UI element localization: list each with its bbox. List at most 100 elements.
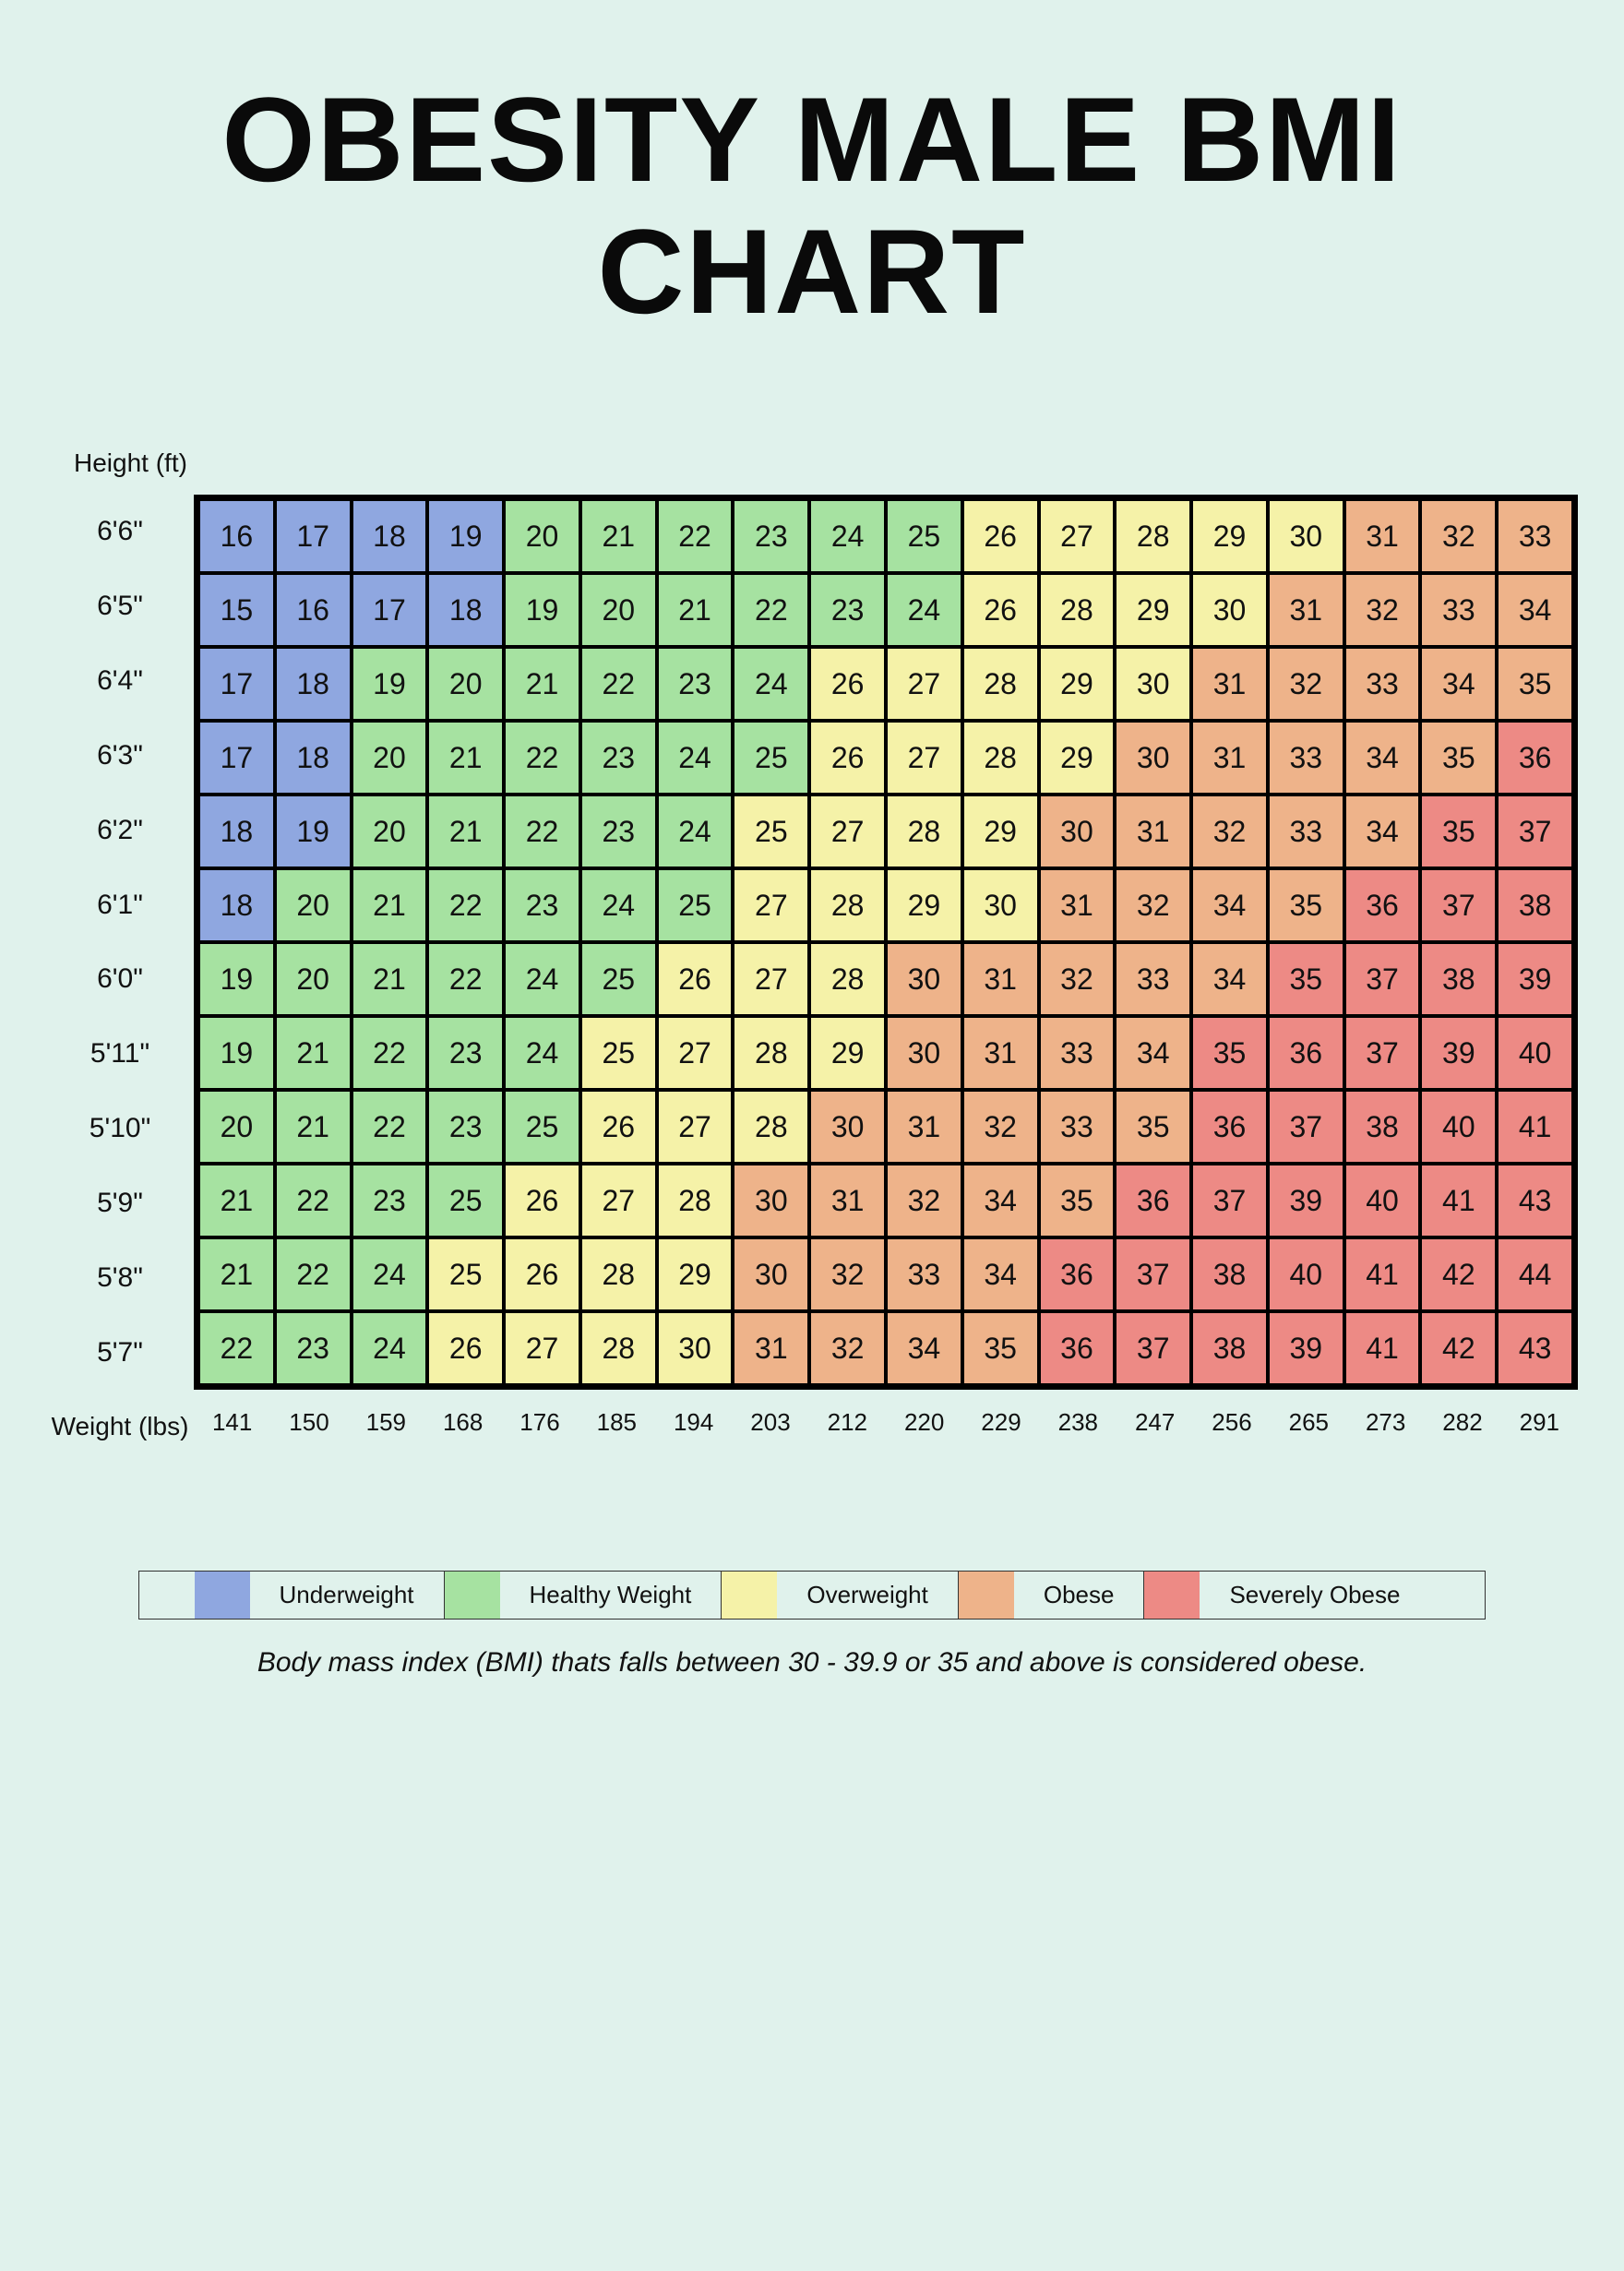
bmi-cell: 28 (962, 647, 1039, 721)
legend-label: Obese (1014, 1572, 1144, 1619)
bmi-cell: 37 (1191, 1164, 1268, 1237)
weight-label: 238 (1040, 1408, 1116, 1441)
bmi-cell: 32 (1420, 499, 1497, 573)
bmi-cell: 24 (504, 942, 580, 1016)
bmi-cell: 22 (580, 647, 657, 721)
height-label: 5'8" (46, 1240, 194, 1315)
weight-label: 256 (1193, 1408, 1270, 1441)
bmi-cell: 35 (1420, 721, 1497, 795)
bmi-cell: 22 (504, 721, 580, 795)
bmi-cell: 29 (1039, 647, 1116, 721)
bmi-cell: 40 (1268, 1237, 1344, 1311)
bmi-cell: 32 (1115, 868, 1191, 942)
bmi-cell: 24 (657, 795, 734, 868)
bmi-cell: 25 (886, 499, 962, 573)
bmi-cell: 40 (1497, 1016, 1573, 1090)
bmi-cell: 32 (1039, 942, 1116, 1016)
height-label: 5'7" (46, 1315, 194, 1390)
bmi-cell: 33 (1039, 1016, 1116, 1090)
bmi-cell: 24 (657, 721, 734, 795)
bmi-cell: 25 (504, 1090, 580, 1164)
bmi-cell: 21 (504, 647, 580, 721)
bmi-cell: 34 (1497, 573, 1573, 647)
bmi-cell: 31 (1191, 721, 1268, 795)
bmi-cell: 28 (580, 1311, 657, 1385)
bmi-cell: 27 (886, 721, 962, 795)
bmi-cell: 26 (809, 721, 886, 795)
bmi-cell: 39 (1268, 1311, 1344, 1385)
legend-swatch (959, 1572, 1014, 1619)
legend-item: Overweight (722, 1572, 959, 1619)
bmi-cell: 36 (1344, 868, 1421, 942)
bmi-cell: 33 (1268, 721, 1344, 795)
bmi-cell: 23 (427, 1016, 504, 1090)
bmi-cell: 37 (1115, 1311, 1191, 1385)
bmi-cell: 32 (809, 1237, 886, 1311)
bmi-cell: 30 (733, 1237, 809, 1311)
bmi-cell: 30 (886, 1016, 962, 1090)
bmi-cell: 30 (1268, 499, 1344, 573)
bmi-cell: 22 (427, 942, 504, 1016)
bmi-cell: 22 (352, 1090, 428, 1164)
grid-wrap: 1617181920212223242526272829303132331516… (194, 495, 1578, 1390)
bmi-cell: 27 (1039, 499, 1116, 573)
bmi-cell: 26 (580, 1090, 657, 1164)
bmi-cell: 35 (1497, 647, 1573, 721)
bmi-cell: 41 (1497, 1090, 1573, 1164)
bmi-cell: 22 (427, 868, 504, 942)
bmi-cell: 36 (1268, 1016, 1344, 1090)
legend: UnderweightHealthy WeightOverweightObese… (138, 1571, 1486, 1620)
bmi-cell: 34 (1191, 868, 1268, 942)
bmi-cell: 41 (1420, 1164, 1497, 1237)
bmi-cell: 35 (962, 1311, 1039, 1385)
bmi-cell: 18 (198, 868, 275, 942)
bmi-cell: 27 (809, 795, 886, 868)
bmi-cell: 31 (1191, 647, 1268, 721)
bmi-cell: 34 (1420, 647, 1497, 721)
bmi-cell: 35 (1115, 1090, 1191, 1164)
bmi-cell: 31 (962, 942, 1039, 1016)
bmi-cell: 27 (733, 868, 809, 942)
bmi-cell: 19 (198, 1016, 275, 1090)
bmi-cell: 20 (580, 573, 657, 647)
bmi-cell: 37 (1344, 1016, 1421, 1090)
bmi-cell: 28 (580, 1237, 657, 1311)
bmi-cell: 26 (504, 1164, 580, 1237)
bmi-cell: 26 (657, 942, 734, 1016)
legend-item: Obese (959, 1572, 1145, 1619)
height-label: 6'5" (46, 569, 194, 644)
bmi-cell: 29 (1039, 721, 1116, 795)
bmi-cell: 33 (1497, 499, 1573, 573)
bmi-cell: 24 (504, 1016, 580, 1090)
bmi-cell: 25 (657, 868, 734, 942)
bmi-cell: 17 (198, 647, 275, 721)
bmi-cell: 16 (275, 573, 352, 647)
bmi-cell: 32 (809, 1311, 886, 1385)
bmi-cell: 24 (580, 868, 657, 942)
bmi-cell: 35 (1039, 1164, 1116, 1237)
page-title: OBESITY MALE BMI CHART (46, 74, 1578, 338)
bmi-cell: 17 (198, 721, 275, 795)
bmi-cell: 34 (1115, 1016, 1191, 1090)
bmi-cell: 33 (1115, 942, 1191, 1016)
bmi-cell: 37 (1420, 868, 1497, 942)
bmi-cell: 43 (1497, 1164, 1573, 1237)
bmi-cell: 43 (1497, 1311, 1573, 1385)
bmi-cell: 23 (657, 647, 734, 721)
bmi-cell: 34 (1344, 721, 1421, 795)
bmi-cell: 27 (657, 1016, 734, 1090)
bmi-cell: 41 (1344, 1311, 1421, 1385)
height-label: 6'2" (46, 793, 194, 867)
bmi-cell: 24 (809, 499, 886, 573)
bmi-cell: 28 (962, 721, 1039, 795)
bmi-cell: 28 (809, 942, 886, 1016)
bmi-cell: 24 (886, 573, 962, 647)
y-axis-label: Height (ft) (74, 448, 1578, 478)
bmi-cell: 20 (352, 721, 428, 795)
bmi-cell: 23 (427, 1090, 504, 1164)
bmi-cell: 21 (427, 721, 504, 795)
bmi-cell: 42 (1420, 1237, 1497, 1311)
bmi-chart-page: OBESITY MALE BMI CHART Height (ft) 6'6"6… (46, 74, 1578, 1679)
bmi-cell: 19 (198, 942, 275, 1016)
bmi-cell: 31 (1115, 795, 1191, 868)
